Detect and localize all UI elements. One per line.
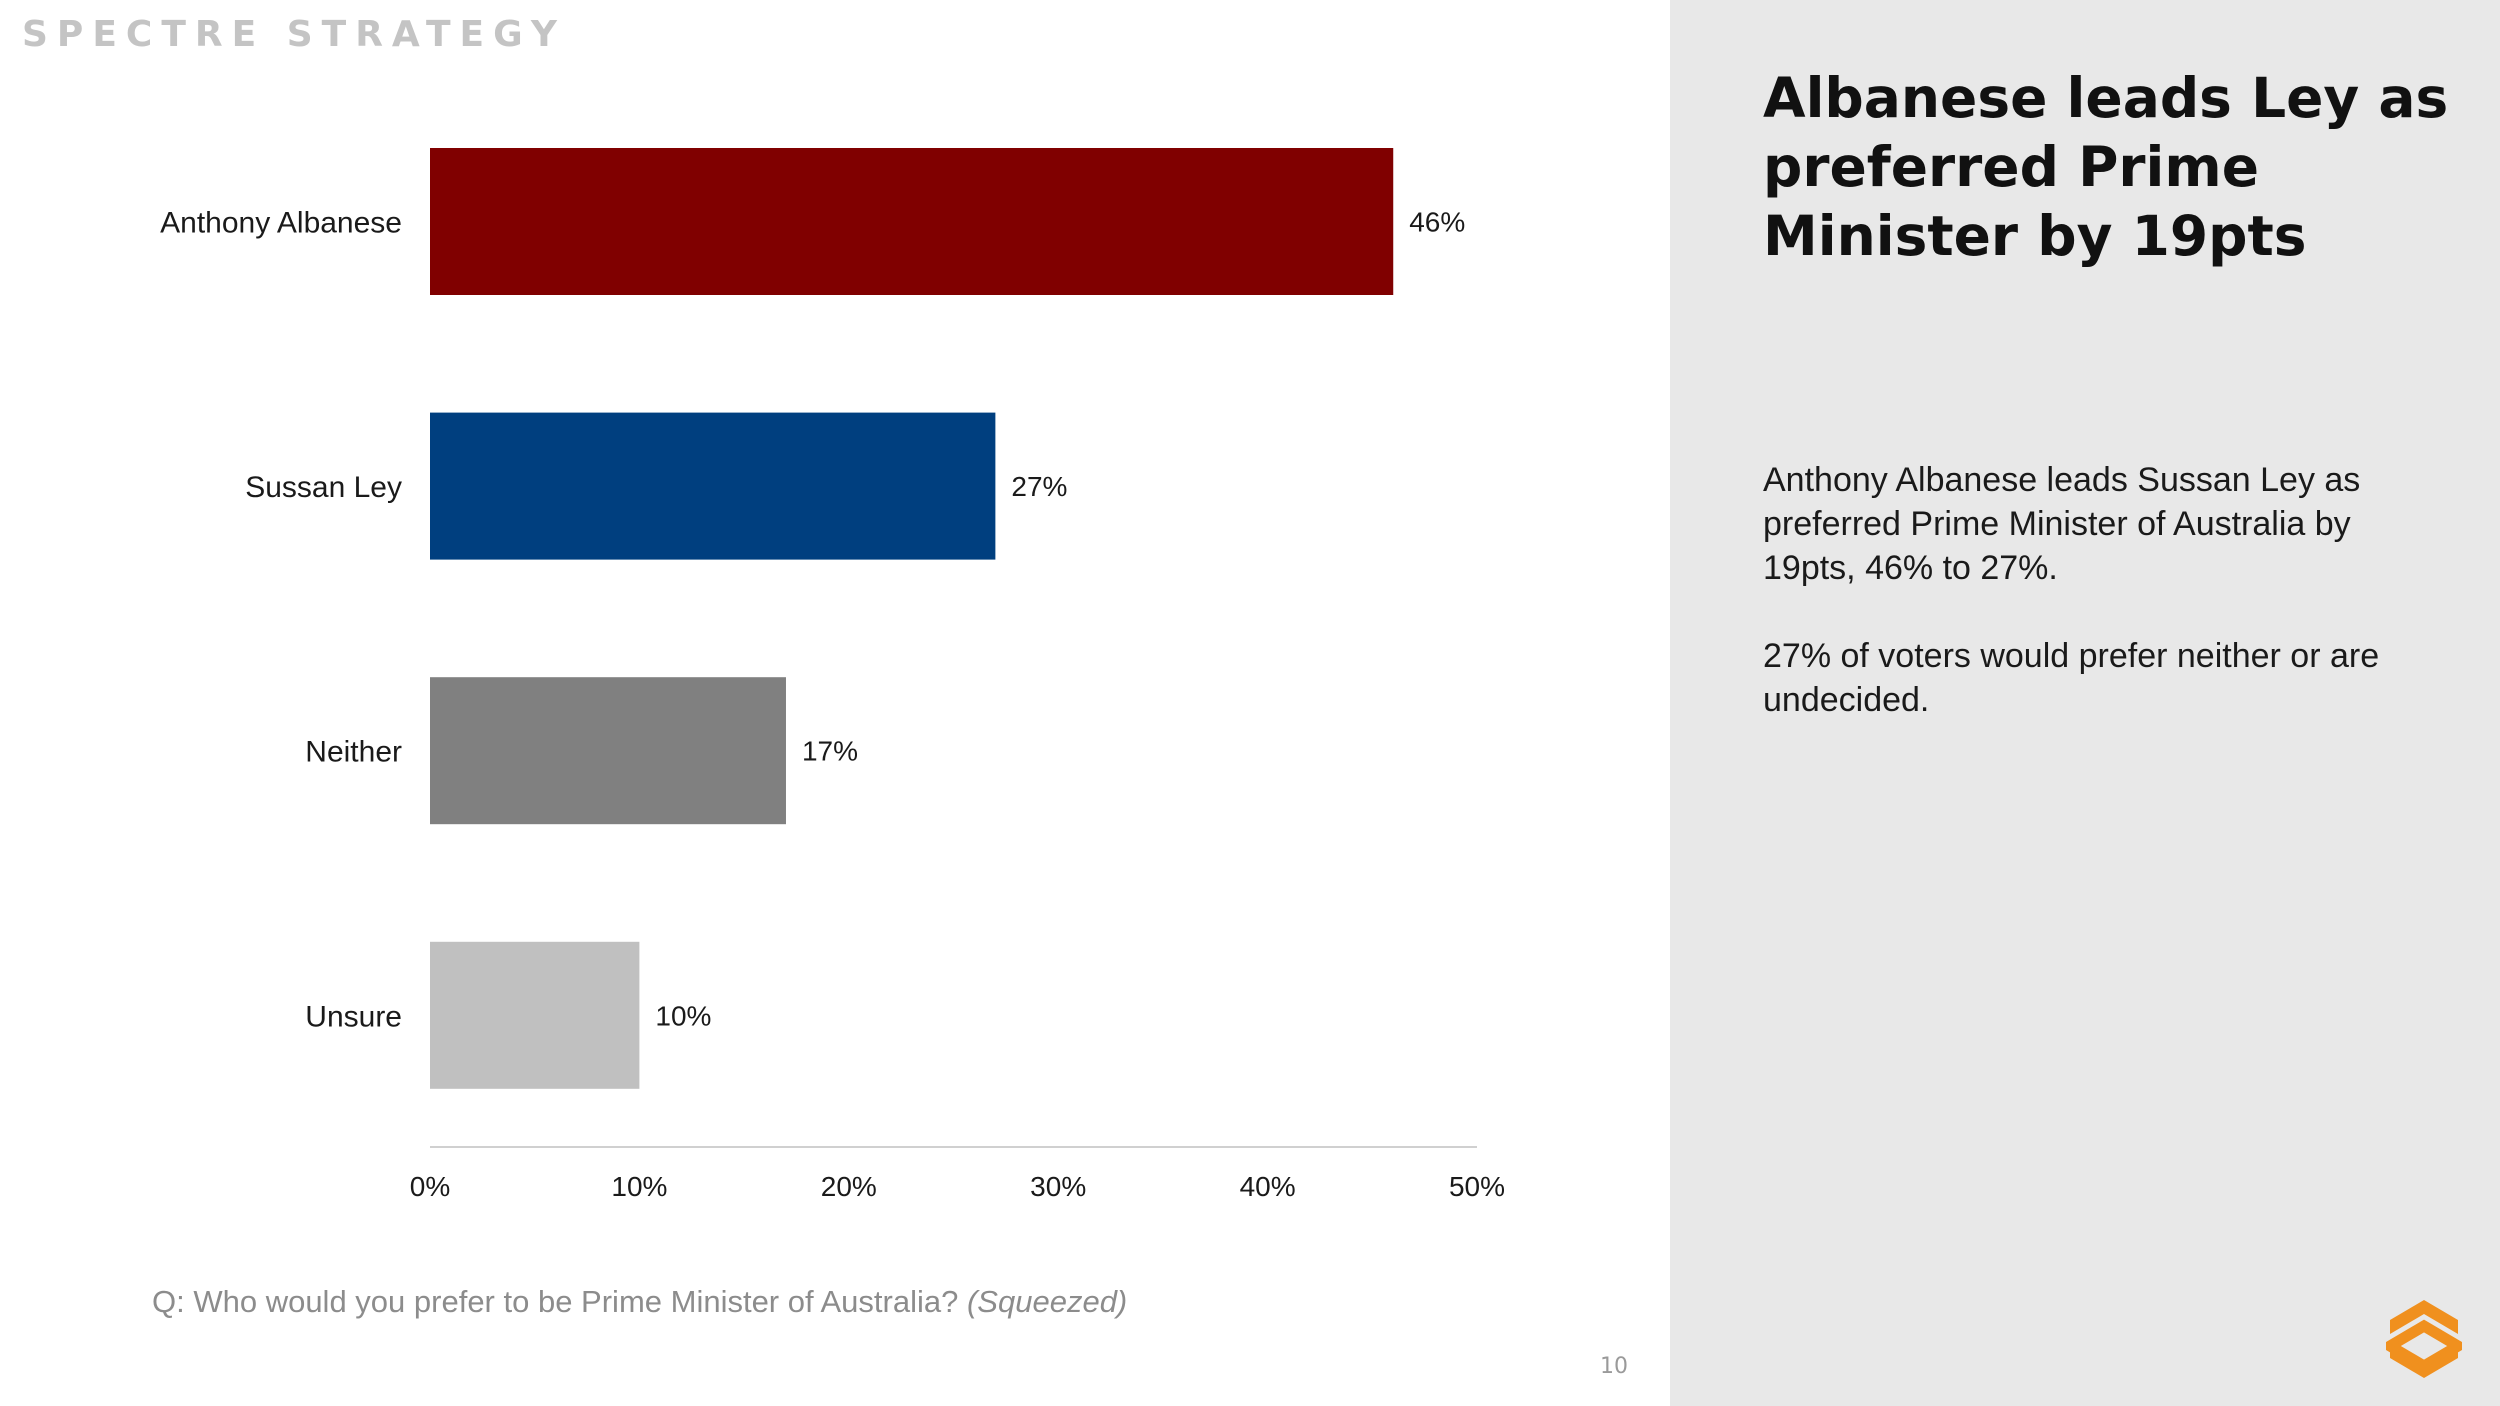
side-panel: Albanese leads Ley as preferred Prime Mi… bbox=[1670, 0, 2500, 1406]
data-label: 10% bbox=[655, 1000, 711, 1031]
question-qualifier: (Squeezed) bbox=[966, 1284, 1128, 1319]
data-label: 17% bbox=[802, 736, 858, 767]
x-tick-label: 0% bbox=[410, 1171, 450, 1202]
x-tick-label: 30% bbox=[1030, 1171, 1086, 1202]
brand-wordmark: SPECTRE STRATEGY bbox=[22, 14, 566, 55]
data-label: 46% bbox=[1409, 207, 1465, 238]
category-label: Sussan Ley bbox=[245, 471, 402, 504]
category-label: Neither bbox=[305, 736, 402, 769]
data-label: 27% bbox=[1011, 471, 1067, 502]
category-label: Anthony Albanese bbox=[160, 207, 402, 240]
headline: Albanese leads Ley as preferred Prime Mi… bbox=[1763, 66, 2449, 268]
x-tick-label: 40% bbox=[1240, 1171, 1296, 1202]
summary-paragraph: Anthony Albanese leads Sussan Ley as pre… bbox=[1763, 461, 2361, 587]
summary-paragraph: 27% of voters would prefer neither or ar… bbox=[1763, 637, 2380, 719]
category-label: Unsure bbox=[305, 1000, 402, 1033]
x-tick-label: 10% bbox=[611, 1171, 667, 1202]
bar bbox=[430, 677, 786, 825]
bar bbox=[430, 941, 640, 1089]
question-text: Q: Who would you prefer to be Prime Mini… bbox=[152, 1284, 1127, 1320]
bar bbox=[430, 412, 996, 560]
x-tick-label: 20% bbox=[821, 1171, 877, 1202]
page-number: 10 bbox=[1600, 1354, 1628, 1379]
spectre-logo-icon bbox=[2386, 1300, 2462, 1378]
x-tick-label: 50% bbox=[1449, 1171, 1505, 1202]
bar-chart: Anthony Albanese 46% Sussan Ley 27% Neither 1… bbox=[160, 148, 1505, 1202]
summary-text: Anthony Albanese leads Sussan Ley as pre… bbox=[1763, 458, 2403, 766]
question-main: Q: Who would you prefer to be Prime Mini… bbox=[152, 1284, 959, 1319]
bar bbox=[430, 148, 1394, 295]
